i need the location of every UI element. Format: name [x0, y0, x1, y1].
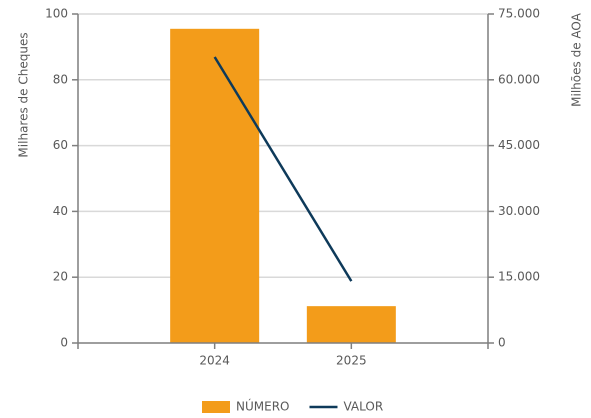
- bar: [170, 28, 260, 344]
- legend-label: NÚMERO: [236, 399, 289, 414]
- legend-swatch: [202, 401, 230, 413]
- y2-tick-label: 75.000: [498, 7, 540, 21]
- x-tick-label: 2025: [336, 354, 367, 368]
- y2-axis-label: Milhões de AOA: [570, 12, 584, 106]
- y-tick-label: 40: [53, 204, 68, 218]
- y-tick-label: 0: [60, 336, 68, 350]
- y-tick-label: 20: [53, 270, 68, 284]
- y2-tick-label: 45.000: [498, 138, 540, 152]
- y-tick-label: 60: [53, 138, 68, 152]
- y-tick-label: 80: [53, 72, 68, 86]
- y2-tick-label: 15.000: [498, 270, 540, 284]
- y2-tick-label: 0: [498, 336, 506, 350]
- bar: [306, 306, 396, 343]
- legend-label: VALOR: [343, 400, 383, 414]
- line: [213, 56, 353, 282]
- y2-tick-label: 60.000: [498, 72, 540, 86]
- y-axis-label: Milhares de Cheques: [17, 32, 31, 157]
- y2-tick-label: 30.000: [498, 204, 540, 218]
- y-tick-label: 100: [45, 7, 68, 21]
- x-tick-label: 2024: [199, 354, 230, 368]
